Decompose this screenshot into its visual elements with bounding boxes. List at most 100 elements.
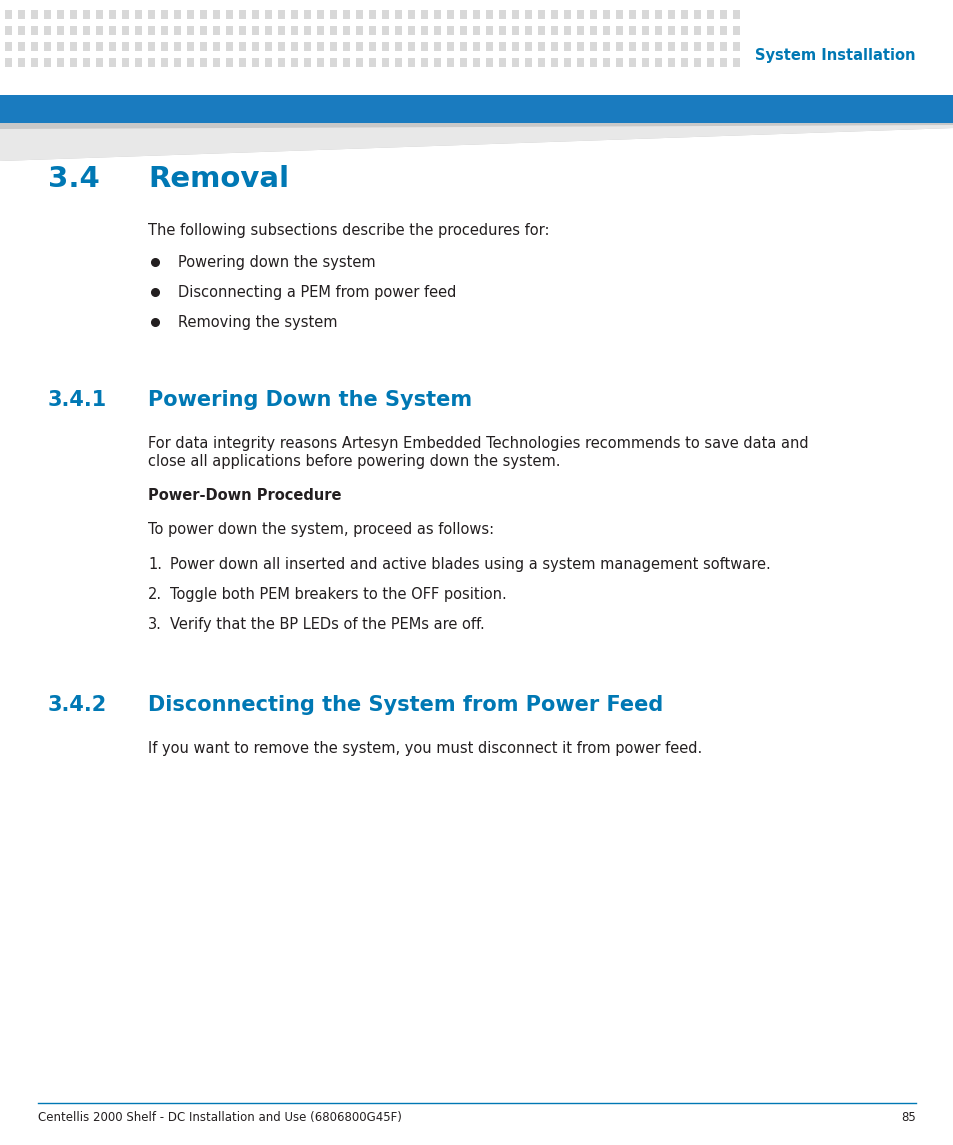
Bar	[148, 26, 154, 35]
Bar	[265, 58, 272, 68]
Bar	[252, 42, 258, 52]
Bar	[355, 26, 363, 35]
Bar	[161, 42, 168, 52]
Bar	[30, 58, 38, 68]
Bar	[512, 42, 518, 52]
Bar	[265, 42, 272, 52]
Bar	[316, 42, 324, 52]
Bar	[420, 42, 428, 52]
Bar	[577, 10, 583, 19]
Bar	[135, 10, 142, 19]
Bar	[316, 26, 324, 35]
Bar	[44, 26, 51, 35]
Bar	[187, 42, 193, 52]
Bar	[498, 10, 505, 19]
Bar	[96, 26, 103, 35]
Bar	[187, 26, 193, 35]
Bar	[628, 42, 636, 52]
Bar	[434, 58, 440, 68]
Bar	[343, 58, 350, 68]
Bar	[577, 58, 583, 68]
Bar	[473, 10, 479, 19]
Bar	[655, 58, 661, 68]
Bar	[563, 10, 571, 19]
Bar	[277, 58, 285, 68]
Bar	[187, 10, 193, 19]
Text: Power down all inserted and active blades using a system management software.: Power down all inserted and active blade…	[170, 556, 770, 572]
Bar	[316, 58, 324, 68]
Bar	[473, 42, 479, 52]
Bar	[213, 26, 220, 35]
Bar	[161, 58, 168, 68]
Text: 3.4.2: 3.4.2	[48, 695, 107, 714]
Bar	[239, 42, 246, 52]
Bar	[641, 42, 648, 52]
Bar	[148, 58, 154, 68]
Bar	[720, 58, 726, 68]
Bar	[447, 10, 454, 19]
Bar	[589, 58, 597, 68]
Bar	[693, 26, 700, 35]
Bar	[18, 58, 25, 68]
Bar	[408, 26, 415, 35]
Text: Power-Down Procedure: Power-Down Procedure	[148, 488, 341, 503]
Bar	[720, 42, 726, 52]
Bar	[369, 26, 375, 35]
Bar	[30, 42, 38, 52]
Text: For data integrity reasons Artesyn Embedded Technologies recommends to save data: For data integrity reasons Artesyn Embed…	[148, 436, 808, 451]
Bar	[641, 58, 648, 68]
Bar	[616, 58, 622, 68]
Text: Toggle both PEM breakers to the OFF position.: Toggle both PEM breakers to the OFF posi…	[170, 587, 506, 602]
Bar	[239, 58, 246, 68]
Bar	[577, 26, 583, 35]
Bar	[70, 10, 77, 19]
Bar	[616, 42, 622, 52]
Bar	[537, 26, 544, 35]
Bar	[732, 58, 740, 68]
Bar	[252, 58, 258, 68]
Bar	[122, 10, 129, 19]
Bar	[485, 26, 493, 35]
Bar	[239, 10, 246, 19]
Bar	[381, 58, 389, 68]
Bar	[434, 42, 440, 52]
Bar	[343, 42, 350, 52]
Text: 2.: 2.	[148, 587, 162, 602]
Bar	[96, 58, 103, 68]
Bar	[420, 26, 428, 35]
Bar	[83, 42, 90, 52]
Bar	[524, 42, 532, 52]
Text: To power down the system, proceed as follows:: To power down the system, proceed as fol…	[148, 522, 494, 537]
Bar	[5, 58, 12, 68]
Bar	[18, 42, 25, 52]
Bar	[30, 26, 38, 35]
Bar	[524, 26, 532, 35]
Bar	[589, 42, 597, 52]
Bar	[277, 10, 285, 19]
Bar	[369, 58, 375, 68]
Bar	[408, 58, 415, 68]
Bar	[173, 42, 181, 52]
Bar	[135, 58, 142, 68]
Bar	[122, 42, 129, 52]
Polygon shape	[0, 125, 953, 161]
Bar	[5, 26, 12, 35]
Bar	[18, 26, 25, 35]
Bar	[173, 58, 181, 68]
Bar	[148, 42, 154, 52]
Bar	[83, 26, 90, 35]
Bar	[330, 10, 336, 19]
Bar	[355, 10, 363, 19]
Bar	[44, 58, 51, 68]
Bar	[680, 10, 687, 19]
Bar	[706, 26, 713, 35]
Bar	[265, 10, 272, 19]
Bar	[226, 26, 233, 35]
Bar	[161, 10, 168, 19]
Bar	[732, 26, 740, 35]
Bar	[473, 26, 479, 35]
Polygon shape	[0, 123, 953, 161]
Bar	[732, 10, 740, 19]
Bar	[226, 58, 233, 68]
Text: 3.4.1: 3.4.1	[48, 390, 107, 410]
